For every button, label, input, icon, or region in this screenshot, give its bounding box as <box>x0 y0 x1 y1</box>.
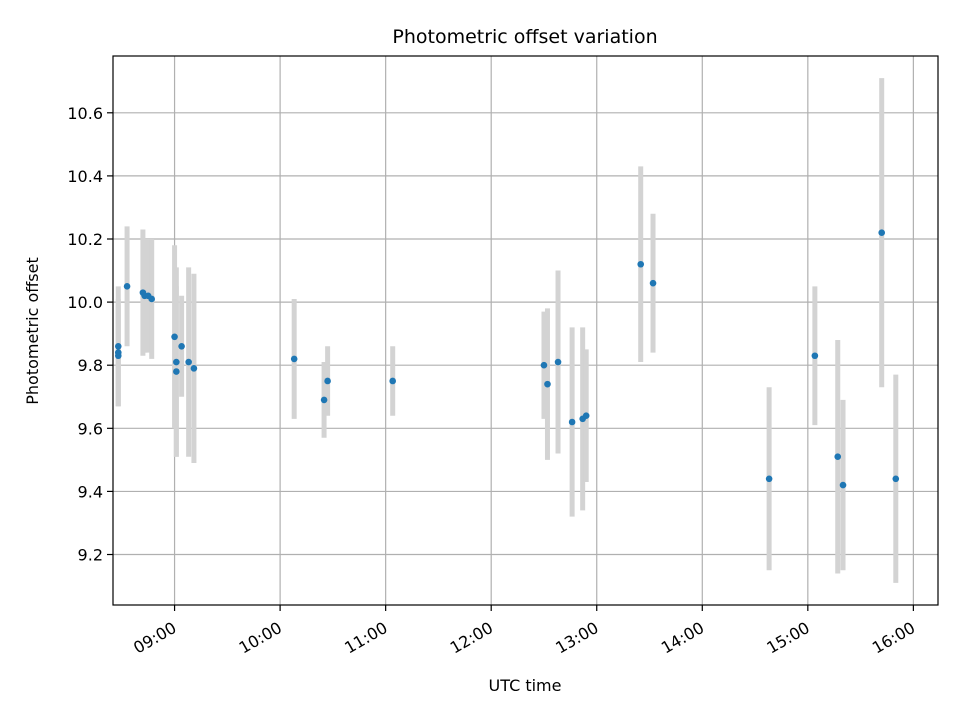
data-point <box>839 481 847 489</box>
data-point <box>582 412 590 419</box>
y-tick-label: 10.6 <box>67 104 103 123</box>
chart-title: Photometric offset variation <box>392 26 657 48</box>
data-point <box>290 355 298 363</box>
grid-lines <box>113 56 938 605</box>
data-point <box>811 352 819 360</box>
data-point <box>173 358 180 366</box>
data-point <box>649 279 657 287</box>
data-point <box>320 396 328 404</box>
data-point <box>389 377 396 385</box>
data-point <box>114 352 122 360</box>
data-point <box>540 361 548 369</box>
data-point <box>878 229 886 236</box>
data-point <box>178 342 185 350</box>
data-points <box>114 229 900 489</box>
y-tick-label: 10.0 <box>67 293 103 312</box>
data-point <box>554 358 562 366</box>
data-point <box>765 475 773 483</box>
y-axis-label: Photometric offset <box>23 257 42 405</box>
data-point <box>637 260 645 268</box>
x-axis-label: UTC time <box>489 676 562 695</box>
data-point <box>892 475 900 483</box>
data-point <box>190 365 198 372</box>
data-point <box>148 295 155 303</box>
data-point <box>171 333 178 341</box>
data-point <box>185 358 192 366</box>
y-tick-label: 10.2 <box>67 230 103 249</box>
data-point <box>544 380 551 388</box>
data-point <box>568 418 576 426</box>
data-point <box>324 377 331 385</box>
y-tick-label: 9.6 <box>78 419 103 438</box>
y-axis-ticks: 9.2 9.4 9.6 9.8 10.0 10.2 10.4 10.6 <box>67 104 113 565</box>
data-point <box>173 368 180 375</box>
data-point <box>834 453 842 461</box>
y-tick-label: 10.4 <box>67 167 103 186</box>
y-tick-label: 9.4 <box>78 482 103 501</box>
plot-frame <box>112 55 939 606</box>
data-point <box>123 283 131 290</box>
data-point <box>114 342 122 350</box>
y-tick-label: 9.2 <box>78 546 103 565</box>
y-tick-label: 9.8 <box>78 356 103 375</box>
